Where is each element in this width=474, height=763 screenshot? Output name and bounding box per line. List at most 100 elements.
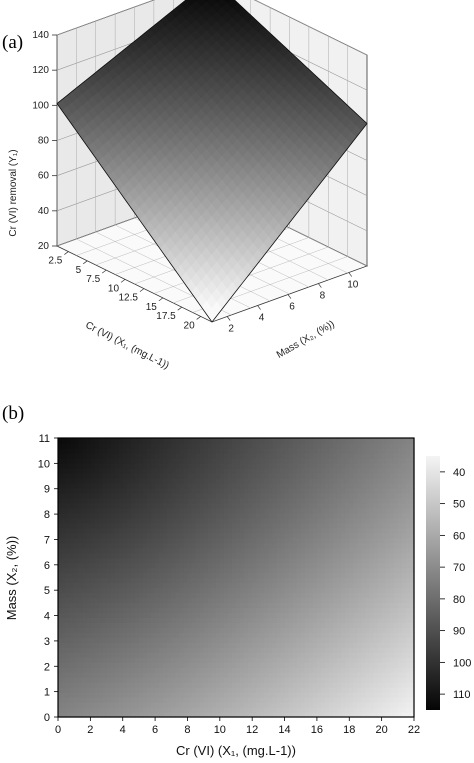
heatmap-cell	[223, 567, 229, 574]
heatmap-cell	[70, 567, 75, 574]
heatmap-cell	[211, 587, 217, 594]
heatmap-cell	[211, 567, 217, 574]
heatmap-cell	[223, 557, 229, 564]
heatmap-cell	[252, 452, 257, 459]
heatmap-cell	[191, 557, 197, 564]
heatmap-cell	[195, 457, 201, 464]
heatmap-cell	[142, 477, 148, 484]
heatmap-cell	[231, 438, 237, 444]
heatmap-cell	[195, 677, 201, 683]
heatmap-cell	[122, 707, 128, 713]
heatmap-cell	[114, 502, 120, 509]
heatmap-cell	[151, 597, 156, 604]
heatmap-cell	[163, 452, 168, 459]
heatmap-cell	[211, 557, 217, 564]
heatmap-cell	[240, 667, 245, 673]
heatmap-cell	[308, 672, 314, 678]
heatmap-cell	[308, 702, 314, 708]
heatmap-cell	[333, 637, 338, 643]
heatmap-cell	[62, 662, 67, 668]
heatmap-cell	[236, 502, 241, 509]
heatmap-cell	[316, 452, 322, 459]
heatmap-cell	[308, 438, 314, 444]
heatmap-cell	[337, 552, 342, 559]
heatmap-cell	[203, 477, 209, 484]
heatmap-cell	[70, 537, 75, 544]
heatmap-cell	[316, 532, 322, 539]
heatmap-cell	[134, 667, 140, 673]
heatmap-cell	[240, 677, 245, 683]
heatmap-cell	[126, 542, 132, 549]
heatmap-cell	[163, 552, 168, 559]
cr-tick	[177, 306, 182, 311]
heatmap-cell	[142, 487, 148, 494]
heatmap-cell	[345, 592, 350, 599]
heatmap-cell	[163, 612, 168, 618]
heatmap-cell	[147, 567, 152, 574]
heatmap-cell	[223, 602, 229, 608]
heatmap-cell	[337, 692, 342, 698]
heatmap-cell	[296, 647, 302, 653]
heatmap-cell	[256, 687, 261, 693]
heatmap-cell	[86, 507, 91, 514]
heatmap-cell	[82, 442, 87, 449]
heatmap-cell	[256, 672, 261, 678]
heatmap-cell	[312, 587, 318, 594]
heatmap-cell	[187, 512, 193, 519]
heatmap-cell	[199, 502, 205, 509]
heatmap-cell	[325, 612, 330, 618]
heatmap-cell	[147, 522, 152, 529]
heatmap-cell	[325, 562, 330, 569]
heatmap-cell	[341, 497, 346, 504]
heatmap-cell	[244, 657, 249, 663]
heatmap-cell	[191, 702, 197, 708]
heatmap-cell	[231, 482, 237, 489]
heatmap-cell	[66, 642, 71, 648]
heatmap-cell	[337, 602, 342, 608]
heatmap-cell	[219, 527, 225, 534]
heatmap-cell	[203, 482, 209, 489]
heatmap-cell	[147, 622, 152, 628]
heatmap-cell	[223, 562, 229, 569]
heatmap-cell	[292, 632, 298, 638]
heatmap-cell	[147, 442, 152, 449]
heatmap-cell	[155, 617, 160, 623]
heatmap-cell	[252, 537, 257, 544]
heatmap-cell	[231, 447, 237, 454]
heatmap-cell	[90, 562, 96, 569]
heatmap-cell	[215, 622, 221, 628]
heatmap-cell	[163, 687, 168, 693]
heatmap-cell	[288, 482, 294, 489]
heatmap-cell	[252, 577, 257, 584]
heatmap-cell	[296, 547, 302, 554]
heatmap-cell	[268, 662, 274, 668]
heatmap-cell	[179, 552, 185, 559]
heatmap-cell	[74, 572, 79, 579]
heatmap-cell	[102, 442, 108, 449]
heatmap-cell	[94, 502, 100, 509]
heatmap-cell	[167, 657, 172, 663]
heatmap-cell	[195, 702, 201, 708]
heatmap-cell	[134, 677, 140, 683]
heatmap-cell	[62, 517, 67, 524]
heatmap-cell	[215, 507, 221, 514]
heatmap-cell	[138, 537, 144, 544]
heatmap-cell	[272, 637, 278, 643]
heatmap-cell	[151, 487, 156, 494]
heatmap-cell	[102, 592, 108, 599]
heatmap-cell	[215, 687, 221, 693]
heatmap-cell	[280, 627, 286, 633]
heatmap-cell	[211, 522, 217, 529]
heatmap-cell	[126, 527, 132, 534]
heatmap-cell	[159, 617, 164, 623]
heatmap-cell	[175, 537, 180, 544]
heatmap-cell	[236, 642, 241, 648]
heatmap-cell	[74, 587, 79, 594]
heatmap-cell	[203, 597, 209, 604]
heatmap-cell	[244, 652, 249, 658]
heatmap-cell	[280, 592, 286, 599]
heatmap-cell	[284, 647, 290, 653]
heatmap-cell	[325, 697, 330, 703]
heatmap-cell	[312, 687, 318, 693]
heatmap-cell	[74, 657, 79, 663]
